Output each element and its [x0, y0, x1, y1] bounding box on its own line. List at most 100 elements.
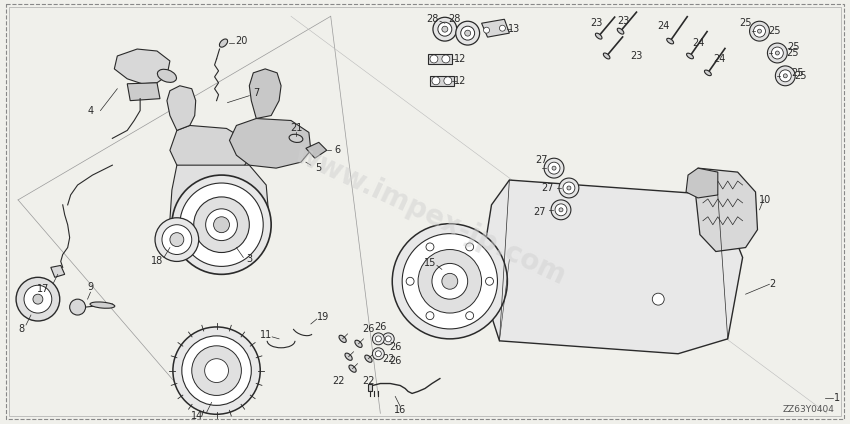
- Circle shape: [559, 178, 579, 198]
- Circle shape: [485, 277, 494, 285]
- Circle shape: [24, 285, 52, 313]
- Circle shape: [33, 294, 42, 304]
- Text: 26: 26: [389, 342, 401, 352]
- Circle shape: [552, 166, 556, 170]
- Circle shape: [430, 55, 438, 63]
- Polygon shape: [167, 86, 196, 131]
- Circle shape: [465, 30, 471, 36]
- Ellipse shape: [617, 28, 624, 34]
- Text: 24: 24: [692, 38, 704, 48]
- Polygon shape: [428, 54, 452, 64]
- Circle shape: [180, 183, 264, 266]
- Text: 26: 26: [362, 324, 375, 334]
- Text: 13: 13: [508, 24, 520, 34]
- Circle shape: [392, 224, 507, 339]
- Circle shape: [757, 29, 762, 33]
- Text: 1: 1: [834, 393, 840, 403]
- Text: 7: 7: [253, 88, 259, 98]
- Polygon shape: [170, 126, 249, 175]
- Circle shape: [155, 218, 199, 262]
- Polygon shape: [115, 49, 170, 84]
- Text: 16: 16: [394, 405, 406, 416]
- Text: 25: 25: [740, 18, 752, 28]
- Polygon shape: [306, 142, 326, 158]
- Circle shape: [162, 225, 192, 254]
- Text: 25: 25: [768, 26, 780, 36]
- Text: 12: 12: [454, 76, 466, 86]
- Text: 4: 4: [88, 106, 94, 116]
- Ellipse shape: [365, 355, 372, 363]
- Circle shape: [376, 351, 382, 357]
- Circle shape: [70, 299, 86, 315]
- Ellipse shape: [687, 53, 694, 59]
- Text: 17: 17: [37, 284, 49, 294]
- Polygon shape: [198, 382, 234, 396]
- Text: 23: 23: [617, 16, 630, 26]
- Circle shape: [438, 22, 452, 36]
- Circle shape: [652, 293, 664, 305]
- Text: 18: 18: [151, 257, 163, 266]
- Text: 28: 28: [426, 14, 438, 24]
- Polygon shape: [696, 168, 757, 251]
- Circle shape: [466, 312, 473, 320]
- Circle shape: [426, 312, 434, 320]
- Circle shape: [442, 26, 448, 32]
- Circle shape: [456, 21, 479, 45]
- Circle shape: [484, 27, 490, 33]
- Circle shape: [182, 336, 252, 405]
- Text: 22: 22: [382, 354, 394, 364]
- Circle shape: [205, 359, 229, 382]
- Circle shape: [382, 333, 394, 345]
- Text: 27: 27: [533, 207, 546, 217]
- Text: 19: 19: [317, 312, 329, 322]
- Text: 14: 14: [190, 411, 203, 421]
- Text: 23: 23: [591, 18, 603, 28]
- Ellipse shape: [666, 38, 673, 44]
- Circle shape: [544, 158, 564, 178]
- Text: 22: 22: [332, 376, 345, 385]
- Circle shape: [442, 55, 450, 63]
- Ellipse shape: [595, 33, 602, 39]
- Circle shape: [754, 25, 766, 37]
- Polygon shape: [51, 265, 65, 277]
- Ellipse shape: [705, 70, 711, 75]
- Circle shape: [779, 70, 791, 82]
- Circle shape: [192, 346, 241, 396]
- Circle shape: [194, 197, 249, 253]
- Text: 9: 9: [88, 282, 94, 292]
- Polygon shape: [249, 69, 281, 119]
- Polygon shape: [686, 168, 717, 198]
- Polygon shape: [368, 384, 372, 391]
- Polygon shape: [128, 83, 160, 100]
- Text: 10: 10: [759, 195, 772, 205]
- Circle shape: [372, 333, 384, 345]
- Text: 11: 11: [260, 330, 272, 340]
- Text: 24: 24: [714, 54, 726, 64]
- Circle shape: [173, 327, 260, 414]
- Circle shape: [406, 277, 414, 285]
- Circle shape: [376, 336, 382, 342]
- Circle shape: [500, 25, 506, 31]
- Circle shape: [432, 77, 440, 85]
- Circle shape: [433, 17, 456, 41]
- Circle shape: [172, 175, 271, 274]
- Text: 25: 25: [791, 68, 803, 78]
- Circle shape: [563, 182, 575, 194]
- Circle shape: [466, 243, 473, 251]
- Circle shape: [772, 47, 784, 59]
- Polygon shape: [170, 165, 269, 259]
- Ellipse shape: [355, 340, 362, 347]
- Text: 28: 28: [449, 14, 461, 24]
- Text: 27: 27: [541, 183, 553, 193]
- Circle shape: [426, 243, 434, 251]
- Ellipse shape: [604, 53, 610, 59]
- Circle shape: [555, 204, 567, 216]
- Text: 3: 3: [246, 254, 252, 265]
- Ellipse shape: [219, 39, 228, 47]
- Circle shape: [768, 43, 787, 63]
- Text: 25: 25: [787, 42, 800, 52]
- Text: 25: 25: [786, 48, 798, 58]
- Polygon shape: [230, 119, 311, 168]
- Text: 5: 5: [315, 163, 322, 173]
- Text: 2: 2: [769, 279, 775, 289]
